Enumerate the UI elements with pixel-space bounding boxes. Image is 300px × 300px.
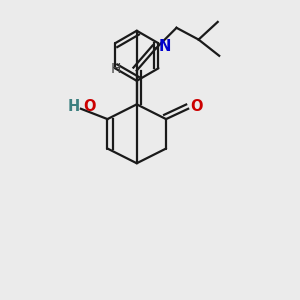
Text: O: O (83, 99, 96, 114)
Text: H: H (67, 99, 80, 114)
Text: O: O (190, 99, 203, 114)
Text: H: H (110, 62, 121, 76)
Text: N: N (159, 39, 171, 54)
